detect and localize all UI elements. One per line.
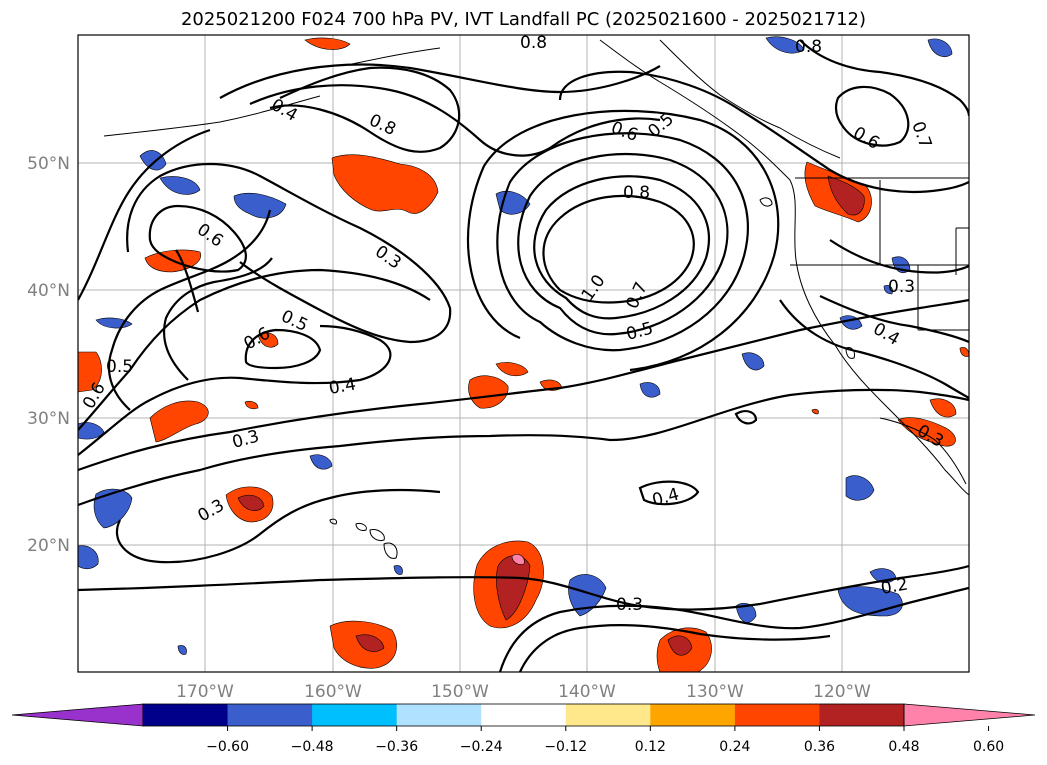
colorbar-segment: [565, 704, 651, 726]
pv-negative-patches: [78, 36, 953, 655]
colorbar-segment: [396, 704, 482, 726]
colorbar-segment: [481, 704, 567, 726]
latitude-labels: 50°N 40°N 30°N 20°N: [27, 154, 70, 556]
colorbar-tick-label: −0.48: [291, 739, 334, 755]
coastlines: [103, 39, 969, 496]
lon-label: 140°W: [558, 682, 616, 702]
lon-label: 160°W: [304, 682, 362, 702]
colorbar-segment: [819, 704, 905, 726]
colorbar-tick-label: −0.36: [375, 739, 418, 755]
lon-label: 130°W: [686, 682, 744, 702]
colorbar-tick-label: 0.24: [719, 739, 750, 755]
contour-label: 0.2: [879, 575, 909, 599]
colorbar: −0.60 −0.48 −0.36 −0.24 −0.12 0.12 0.24 0.36 0.4…: [11, 703, 1036, 755]
contour-label: 0.3: [616, 595, 643, 615]
colorbar-tick-label: 0.12: [635, 739, 666, 755]
colorbar-segment: [312, 704, 398, 726]
colorbar-segment: [734, 704, 820, 726]
map-frame: [77, 34, 970, 673]
colorbar-segment: [227, 704, 313, 726]
contour-lines: [78, 39, 969, 672]
contour-label: 0.3: [888, 277, 915, 297]
colorbar-segment: [143, 704, 229, 726]
colorbar-tick-label: 0.36: [804, 739, 835, 755]
colorbar-extend-right: [903, 703, 1036, 727]
colorbar-tick-label: 0.60: [973, 739, 1004, 755]
hawaii-islands: [329, 518, 398, 559]
colorbar-tick-label: −0.12: [544, 739, 587, 755]
lon-label: 170°W: [176, 682, 234, 702]
contour-label: 0.4: [327, 375, 357, 399]
lat-label: 40°N: [27, 281, 70, 301]
contour-label: 0.5: [106, 357, 133, 377]
colorbar-segment: [650, 704, 736, 726]
colorbar-tick-label: 0.48: [888, 739, 919, 755]
lon-label: 150°W: [431, 682, 489, 702]
contour-label: 0.8: [623, 183, 650, 203]
lon-label: 120°W: [813, 682, 871, 702]
contour-label: 0.8: [520, 33, 547, 53]
lat-label: 20°N: [27, 536, 70, 556]
longitude-labels: 170°W 160°W 150°W 140°W 130°W 120°W: [176, 682, 871, 702]
colorbar-extend-left: [11, 703, 144, 727]
map-title: 2025021200 F024 700 hPa PV, IVT Landfall…: [180, 9, 867, 30]
lat-label: 50°N: [27, 154, 70, 174]
lat-label: 30°N: [27, 409, 70, 429]
colorbar-tick-label: −0.60: [206, 739, 249, 755]
colorbar-tick-label: −0.24: [460, 739, 503, 755]
contour-label: 0.8: [795, 37, 822, 57]
